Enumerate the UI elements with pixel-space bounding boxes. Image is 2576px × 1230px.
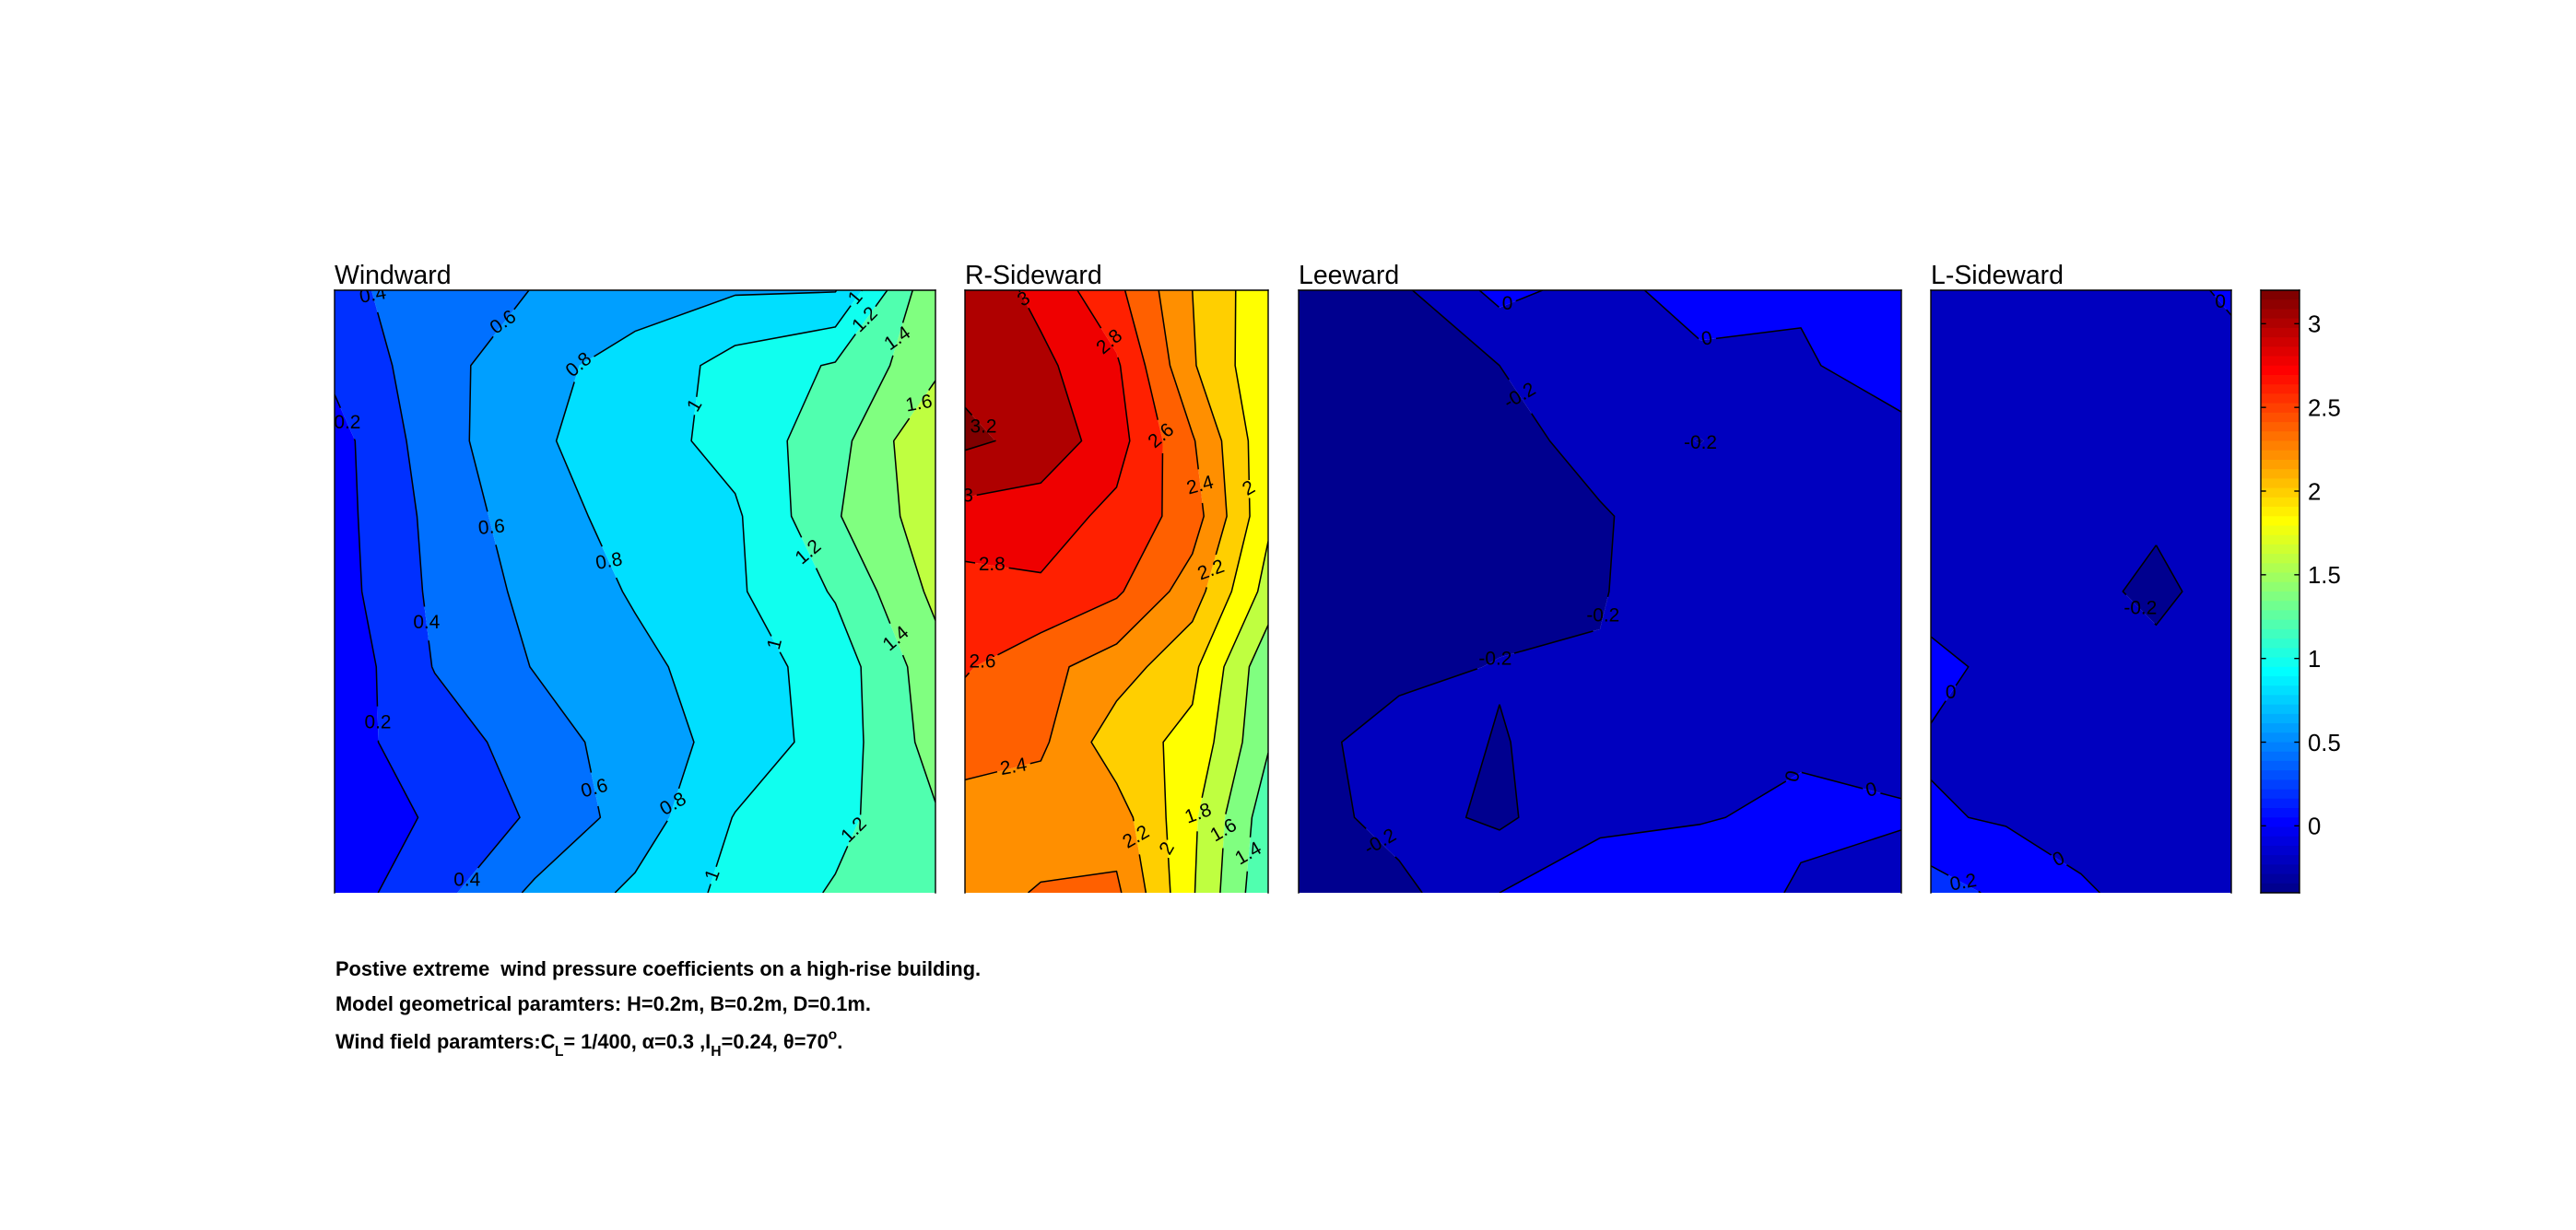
svg-text:0.2: 0.2 xyxy=(334,412,360,433)
svg-text:=0.24,: =0.24, xyxy=(722,1030,778,1053)
svg-text:2.6: 2.6 xyxy=(970,651,996,673)
svg-text:2: 2 xyxy=(2308,479,2321,505)
svg-text:2.5: 2.5 xyxy=(2308,395,2341,421)
svg-text:R-Sideward: R-Sideward xyxy=(965,261,1102,290)
svg-text:0.6: 0.6 xyxy=(477,515,506,538)
svg-text:0.8: 0.8 xyxy=(594,548,624,574)
svg-text:=0.3 ,I: =0.3 ,I xyxy=(654,1030,711,1053)
svg-text:3.2: 3.2 xyxy=(970,416,997,438)
svg-text:1.5: 1.5 xyxy=(2308,563,2341,589)
svg-text:2.8: 2.8 xyxy=(979,554,1006,575)
svg-text:Leeward: Leeward xyxy=(1299,261,1399,290)
svg-text:0.4: 0.4 xyxy=(453,870,480,891)
svg-text:1: 1 xyxy=(763,636,786,651)
svg-text:0.4: 0.4 xyxy=(413,612,440,633)
svg-text:0.2: 0.2 xyxy=(364,712,391,733)
svg-text:Model geometrical paramters: H: Model geometrical paramters: H=0.2m, B=0… xyxy=(335,992,871,1015)
svg-text:-0.2: -0.2 xyxy=(2123,598,2157,619)
svg-text:L: L xyxy=(555,1044,564,1060)
svg-text:1.6: 1.6 xyxy=(904,391,935,416)
svg-text:0: 0 xyxy=(1946,682,1957,703)
svg-text:0: 0 xyxy=(2308,814,2321,840)
svg-text:H: H xyxy=(711,1044,721,1060)
svg-text:-0.2: -0.2 xyxy=(1586,605,1619,627)
svg-text:1: 1 xyxy=(2308,647,2321,673)
svg-text:0: 0 xyxy=(2215,291,2226,312)
svg-text:0.5: 0.5 xyxy=(2308,731,2341,756)
svg-text:3: 3 xyxy=(962,486,973,507)
svg-text:0: 0 xyxy=(1502,293,1513,314)
svg-text:-0.2: -0.2 xyxy=(1478,649,1511,670)
svg-text:θ: θ xyxy=(783,1030,794,1053)
svg-text:0: 0 xyxy=(1700,327,1713,350)
svg-text:2.4: 2.4 xyxy=(998,754,1029,779)
svg-text:0: 0 xyxy=(1782,768,1805,784)
svg-text:o: o xyxy=(829,1027,838,1043)
svg-text:3: 3 xyxy=(2308,312,2321,338)
svg-text:Windward: Windward xyxy=(335,261,452,290)
svg-text:Wind field paramters:C: Wind field paramters:C xyxy=(335,1030,556,1053)
svg-text:0.4: 0.4 xyxy=(358,282,388,308)
svg-text:Postive extreme wind pressure: Postive extreme wind pressure coefficien… xyxy=(335,957,981,980)
svg-text:-0.2: -0.2 xyxy=(1684,432,1717,453)
svg-text:α: α xyxy=(642,1030,655,1053)
svg-text:0.2: 0.2 xyxy=(1948,870,1979,896)
svg-text:= 1/400,: = 1/400, xyxy=(563,1030,636,1053)
svg-text:=70: =70 xyxy=(794,1030,829,1053)
svg-text:L-Sideward: L-Sideward xyxy=(1931,261,2064,290)
svg-text:0: 0 xyxy=(1864,779,1879,802)
svg-text:.: . xyxy=(837,1030,842,1053)
